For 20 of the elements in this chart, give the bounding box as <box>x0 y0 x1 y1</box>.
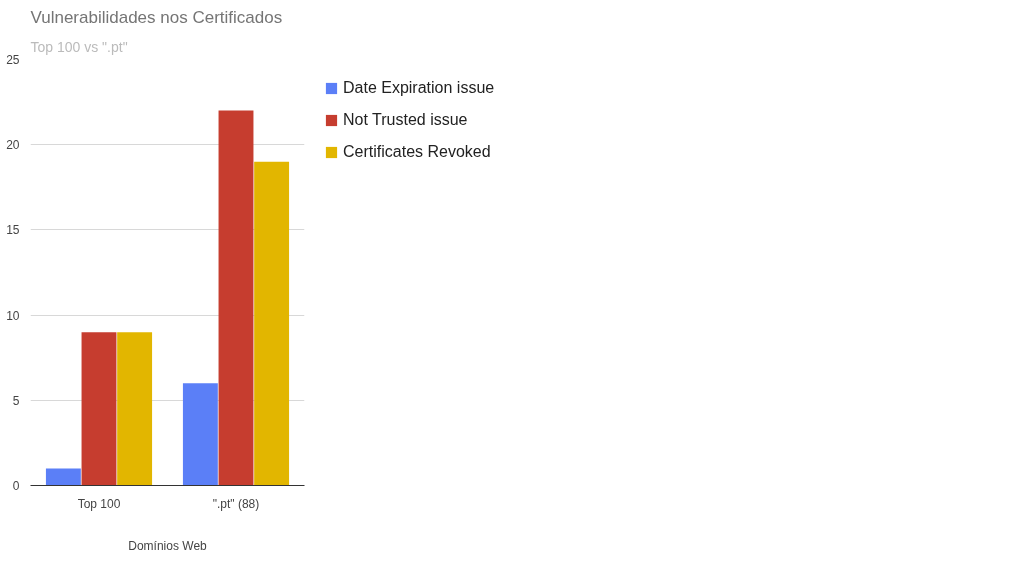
x-axis-title: Domínios Web <box>128 538 208 553</box>
y-tick-label: 5 <box>12 393 20 408</box>
bar <box>182 383 218 486</box>
bar <box>117 332 153 486</box>
legend-label: Date Expiration issue <box>343 79 495 97</box>
legend-label: Not Trusted issue <box>343 111 468 129</box>
bar <box>218 110 254 486</box>
chart-title: Vulnerabilidades nos Certificados <box>30 7 283 27</box>
bar <box>45 468 81 486</box>
y-tick-label: 15 <box>6 223 20 238</box>
legend-label: Certificates Revoked <box>343 143 491 161</box>
chart-subtitle: Top 100 vs ".pt" <box>30 38 128 55</box>
y-tick-label: 0 <box>12 479 20 493</box>
x-tick-label: ".pt" (88) <box>212 496 260 511</box>
y-tick-label: 25 <box>6 53 20 67</box>
x-tick-label: Top 100 <box>77 496 121 511</box>
y-tick-label: 10 <box>6 308 20 323</box>
bar <box>81 332 117 486</box>
bar <box>254 161 290 486</box>
y-tick-label: 20 <box>6 138 20 153</box>
